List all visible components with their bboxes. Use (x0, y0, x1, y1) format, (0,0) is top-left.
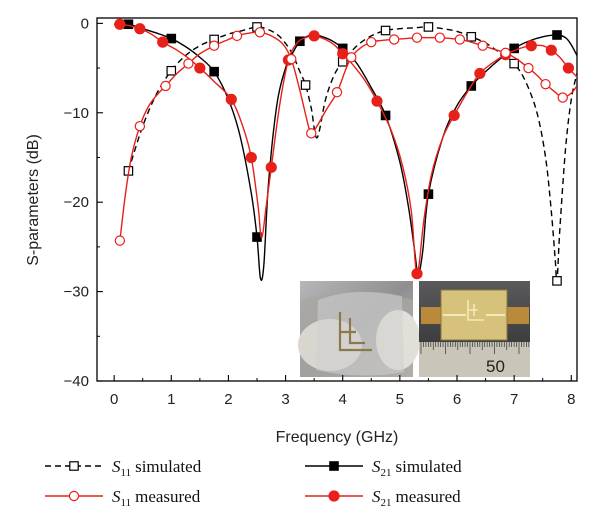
data-point (540, 78, 551, 90)
data-point (254, 27, 266, 38)
y-axis: 0 −10 −20 −30 −40 (64, 15, 103, 390)
data-point (286, 53, 297, 65)
x-tick-label: 1 (167, 391, 175, 408)
data-point (208, 40, 220, 51)
data-point (448, 109, 460, 122)
data-point (557, 92, 568, 103)
data-point (525, 40, 537, 52)
data-point (552, 276, 562, 286)
x-tick-label: 7 (510, 391, 518, 408)
data-point (114, 235, 126, 246)
legend-entry: S11 measured (45, 487, 201, 509)
data-point (434, 32, 446, 43)
data-point (308, 30, 320, 42)
x-tick-label: 2 (224, 391, 232, 408)
data-point (209, 66, 219, 77)
data-point (194, 62, 206, 74)
data-point (245, 151, 257, 164)
data-point (466, 31, 477, 42)
legend: S11 simulated S21 simulated S11 measured S21 me… (45, 457, 462, 509)
legend-entry: S21 measured (305, 487, 461, 509)
data-point (157, 36, 169, 48)
y-tick-label: −40 (64, 373, 89, 390)
connector-left (421, 307, 443, 324)
x-tick-label: 0 (110, 391, 118, 408)
connector-right (506, 307, 529, 324)
x-tick-label: 6 (453, 391, 461, 408)
data-point (545, 44, 557, 56)
data-point (380, 25, 391, 36)
data-point (225, 93, 237, 105)
data-point (346, 52, 357, 63)
legend-marker (329, 461, 339, 471)
photo-fabricated-board: 50 (419, 281, 530, 377)
data-point (160, 80, 171, 92)
data-point (231, 30, 243, 42)
series-line (127, 26, 577, 283)
data-point (295, 36, 305, 47)
legend-label: S21 measured (372, 487, 461, 509)
ruler-ticks (420, 342, 530, 354)
series-line (114, 23, 577, 281)
series-s11-measured (114, 27, 577, 246)
x-axis: 0 1 2 3 4 5 6 7 8 (110, 375, 575, 408)
x-axis-title: Frequency (GHz) (276, 429, 399, 446)
ruler (419, 342, 530, 377)
data-point (134, 120, 146, 132)
data-point (562, 62, 575, 74)
x-tick-label: 4 (339, 391, 347, 408)
photo-flexible-antenna (298, 281, 420, 377)
data-point (552, 30, 562, 40)
x-tick-label: 5 (396, 391, 404, 408)
legend-label: S21 simulated (372, 457, 462, 479)
data-point (123, 19, 134, 30)
data-point (252, 232, 262, 242)
y-tick-label: −30 (64, 284, 89, 301)
data-point (134, 23, 146, 35)
legend-marker (328, 490, 340, 502)
inset-photos: 50 (298, 281, 530, 377)
legend-label: S11 simulated (112, 457, 202, 479)
data-point (454, 34, 466, 45)
legend-marker (68, 490, 80, 502)
data-point (300, 80, 311, 90)
data-point (509, 58, 519, 69)
y-axis-title: S-parameters (dB) (25, 134, 42, 266)
data-point (265, 161, 277, 173)
data-point (183, 58, 194, 69)
legend-entry: S21 simulated (305, 457, 462, 479)
data-point (306, 128, 317, 139)
y-tick-label: 0 (81, 15, 89, 32)
data-point (474, 67, 486, 80)
data-point (500, 47, 511, 59)
data-point (366, 36, 377, 48)
y-tick-label: −20 (64, 194, 89, 211)
data-point (331, 87, 343, 98)
legend-label: S11 measured (112, 487, 201, 509)
data-point (371, 95, 383, 107)
data-point (166, 33, 177, 44)
data-point (477, 40, 488, 51)
data-point (423, 22, 434, 32)
ruler-number: 50 (486, 357, 505, 376)
data-point (411, 268, 423, 280)
legend-entry: S11 simulated (45, 457, 202, 479)
data-point (114, 18, 126, 30)
y-tick-label: −10 (64, 105, 89, 122)
x-tick-label: 3 (281, 391, 289, 408)
legend-marker (69, 461, 79, 471)
data-point (523, 62, 534, 74)
curves-layer (114, 18, 577, 286)
data-point (166, 65, 177, 76)
series-s21-measured (114, 18, 577, 280)
x-tick-label: 8 (567, 391, 575, 408)
data-point (380, 110, 391, 121)
plot-frame (96, 17, 578, 382)
data-point (411, 32, 423, 43)
data-point (388, 34, 400, 45)
